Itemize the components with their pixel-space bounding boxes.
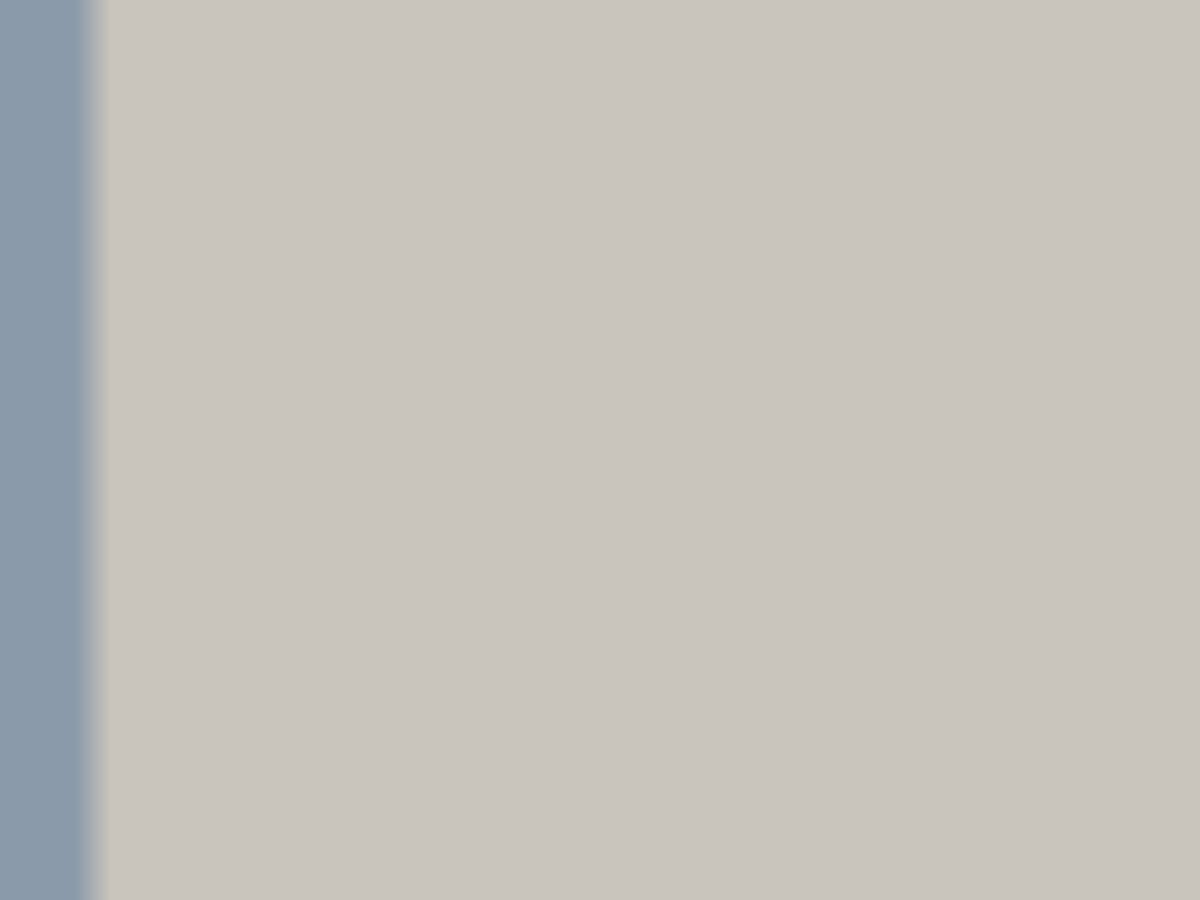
Text: G: G xyxy=(241,634,256,652)
Text: II and III: II and III xyxy=(313,485,390,504)
Text: I and II: I and II xyxy=(313,443,379,462)
Text: (x² – 3x + 2): (x² – 3x + 2) xyxy=(444,400,576,419)
Text: II.: II. xyxy=(359,316,380,335)
Text: (x + 2): (x + 2) xyxy=(444,274,518,292)
Text: Which of the following factors produce the following polynomial: Which of the following factors produce t… xyxy=(286,132,1043,153)
Text: II and IV: II and IV xyxy=(313,570,392,589)
Text: III.: III. xyxy=(359,358,388,377)
Text: IV.: IV. xyxy=(359,400,386,419)
Text: J: J xyxy=(270,570,277,590)
Text: H: H xyxy=(270,527,288,547)
Text: G: G xyxy=(270,485,287,505)
Bar xyxy=(150,108,198,801)
Text: H: H xyxy=(241,688,254,706)
Text: I.: I. xyxy=(359,274,373,292)
Text: J: J xyxy=(241,744,247,762)
Text: (x² + 3x – 2): (x² + 3x – 2) xyxy=(444,358,576,377)
Text: (x – 2): (x – 2) xyxy=(444,316,511,335)
Text: 9: 9 xyxy=(214,138,229,157)
Text: F: F xyxy=(270,443,284,463)
Text: I and III: I and III xyxy=(313,527,384,546)
Text: F: F xyxy=(241,578,252,596)
Text: expression:  x³ + 5x² + 4x – 4?: expression: x³ + 5x² + 4x – 4? xyxy=(286,173,641,193)
